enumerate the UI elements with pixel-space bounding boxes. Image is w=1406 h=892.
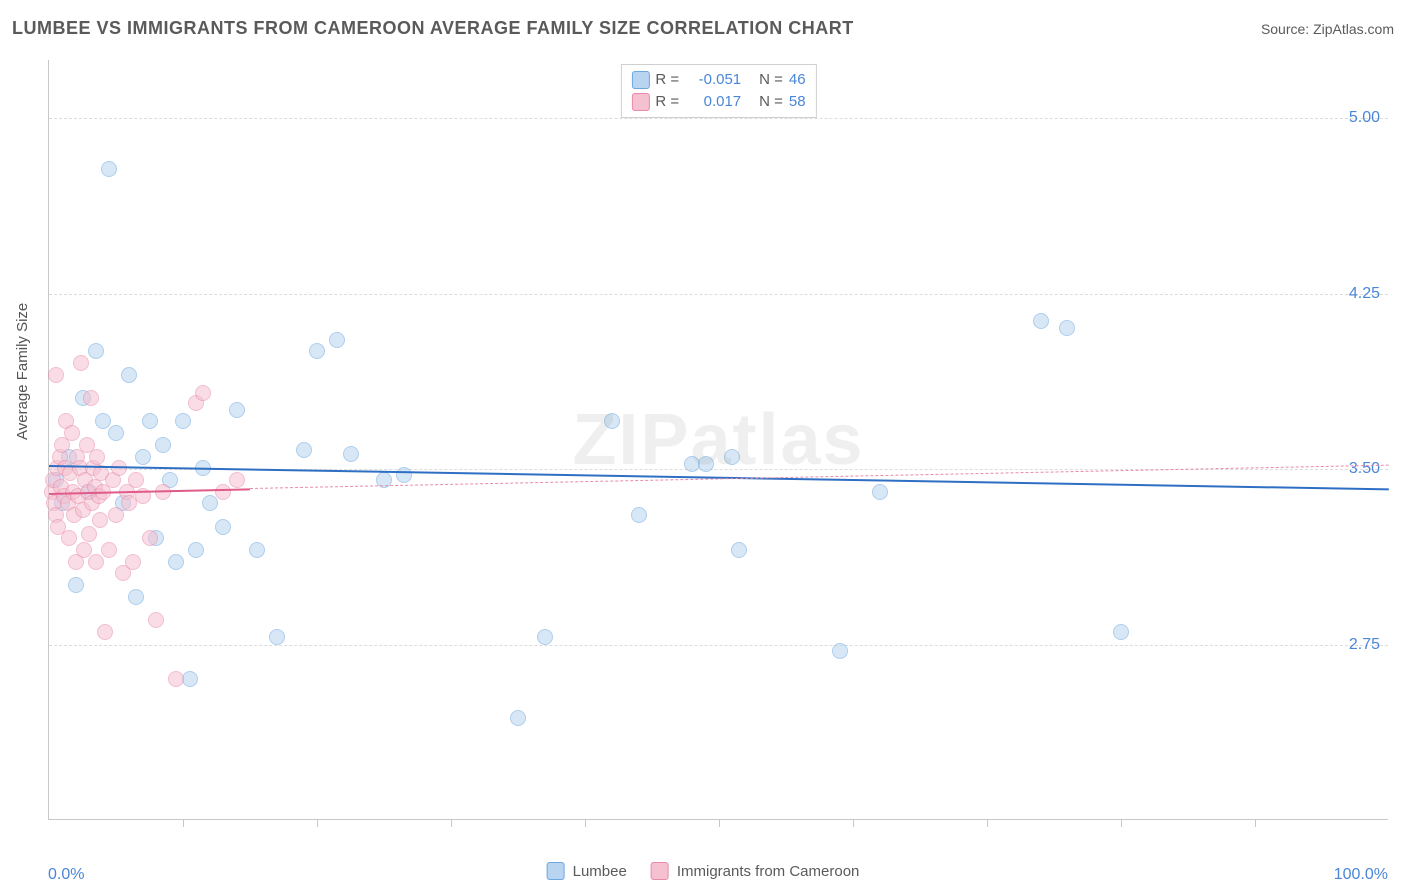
scatter-point bbox=[155, 437, 171, 453]
scatter-point bbox=[108, 425, 124, 441]
gridline bbox=[49, 294, 1388, 295]
x-tick bbox=[451, 819, 452, 827]
legend-n-label: N = bbox=[759, 91, 783, 113]
legend-n-value: 58 bbox=[789, 91, 806, 113]
x-tick bbox=[183, 819, 184, 827]
x-axis-min-label: 0.0% bbox=[48, 866, 84, 884]
y-tick-label: 2.75 bbox=[1349, 636, 1380, 654]
scatter-point bbox=[48, 367, 64, 383]
legend-stat-row: R = 0.017 N = 58 bbox=[631, 91, 805, 113]
scatter-point bbox=[108, 507, 124, 523]
x-tick bbox=[1255, 819, 1256, 827]
scatter-point bbox=[188, 542, 204, 558]
scatter-point bbox=[1113, 624, 1129, 640]
gridline bbox=[49, 118, 1388, 119]
scatter-point bbox=[142, 413, 158, 429]
scatter-point bbox=[101, 542, 117, 558]
legend-r-value: -0.051 bbox=[685, 69, 741, 91]
scatter-point bbox=[396, 467, 412, 483]
scatter-point bbox=[81, 526, 97, 542]
scatter-point bbox=[229, 402, 245, 418]
watermark-text: ZIPatlas bbox=[572, 399, 864, 481]
legend-item: Lumbee bbox=[547, 862, 627, 880]
x-tick bbox=[987, 819, 988, 827]
scatter-point bbox=[249, 542, 265, 558]
legend-n-value: 46 bbox=[789, 69, 806, 91]
x-tick bbox=[719, 819, 720, 827]
legend-swatch bbox=[651, 862, 669, 880]
scatter-point bbox=[128, 472, 144, 488]
scatter-point bbox=[135, 449, 151, 465]
scatter-point bbox=[195, 385, 211, 401]
scatter-point bbox=[121, 367, 137, 383]
scatter-point bbox=[329, 332, 345, 348]
x-tick bbox=[585, 819, 586, 827]
scatter-point bbox=[1033, 313, 1049, 329]
scatter-point bbox=[631, 507, 647, 523]
legend-swatch bbox=[631, 93, 649, 111]
gridline bbox=[49, 645, 1388, 646]
scatter-point bbox=[68, 577, 84, 593]
x-tick bbox=[853, 819, 854, 827]
scatter-point bbox=[269, 629, 285, 645]
scatter-point bbox=[872, 484, 888, 500]
scatter-point bbox=[148, 612, 164, 628]
scatter-point bbox=[724, 449, 740, 465]
scatter-point bbox=[97, 624, 113, 640]
scatter-point bbox=[604, 413, 620, 429]
correlation-legend: R = -0.051 N = 46 R = 0.017 N = 58 bbox=[620, 64, 816, 118]
chart-title: LUMBEE VS IMMIGRANTS FROM CAMEROON AVERA… bbox=[12, 18, 854, 39]
scatter-point bbox=[95, 413, 111, 429]
legend-item: Immigrants from Cameroon bbox=[651, 862, 860, 880]
x-axis-max-label: 100.0% bbox=[1334, 866, 1388, 884]
scatter-point bbox=[88, 554, 104, 570]
scatter-point bbox=[64, 425, 80, 441]
scatter-point bbox=[296, 442, 312, 458]
legend-r-value: 0.017 bbox=[685, 91, 741, 113]
y-tick-label: 3.50 bbox=[1349, 460, 1380, 478]
scatter-point bbox=[343, 446, 359, 462]
scatter-point bbox=[537, 629, 553, 645]
y-tick-label: 5.00 bbox=[1349, 109, 1380, 127]
scatter-point bbox=[83, 390, 99, 406]
scatter-point bbox=[832, 643, 848, 659]
scatter-point bbox=[215, 519, 231, 535]
legend-label: Lumbee bbox=[573, 863, 627, 880]
scatter-point bbox=[92, 512, 108, 528]
series-legend: Lumbee Immigrants from Cameroon bbox=[547, 862, 860, 880]
scatter-point bbox=[88, 343, 104, 359]
y-axis-label: Average Family Size bbox=[14, 303, 31, 440]
scatter-point bbox=[1059, 320, 1075, 336]
scatter-point bbox=[229, 472, 245, 488]
scatter-point bbox=[698, 456, 714, 472]
scatter-point bbox=[168, 671, 184, 687]
legend-stat-row: R = -0.051 N = 46 bbox=[631, 69, 805, 91]
scatter-point bbox=[175, 413, 191, 429]
scatter-point bbox=[168, 554, 184, 570]
scatter-point bbox=[510, 710, 526, 726]
legend-n-label: N = bbox=[759, 69, 783, 91]
scatter-point bbox=[101, 161, 117, 177]
scatter-point bbox=[202, 495, 218, 511]
scatter-point bbox=[125, 554, 141, 570]
y-tick-label: 4.25 bbox=[1349, 285, 1380, 303]
legend-label: Immigrants from Cameroon bbox=[677, 863, 860, 880]
scatter-point bbox=[731, 542, 747, 558]
legend-swatch bbox=[631, 71, 649, 89]
legend-r-label: R = bbox=[655, 69, 679, 91]
scatter-point bbox=[61, 530, 77, 546]
legend-r-label: R = bbox=[655, 91, 679, 113]
scatter-point bbox=[215, 484, 231, 500]
scatter-point bbox=[128, 589, 144, 605]
scatter-point bbox=[142, 530, 158, 546]
x-tick bbox=[317, 819, 318, 827]
chart-plot-area: ZIPatlas R = -0.051 N = 46 R = 0.017 N = 58… bbox=[48, 60, 1388, 820]
scatter-point bbox=[73, 355, 89, 371]
x-tick bbox=[1121, 819, 1122, 827]
scatter-point bbox=[89, 449, 105, 465]
legend-swatch bbox=[547, 862, 565, 880]
scatter-point bbox=[309, 343, 325, 359]
source-label: Source: ZipAtlas.com bbox=[1261, 21, 1394, 37]
